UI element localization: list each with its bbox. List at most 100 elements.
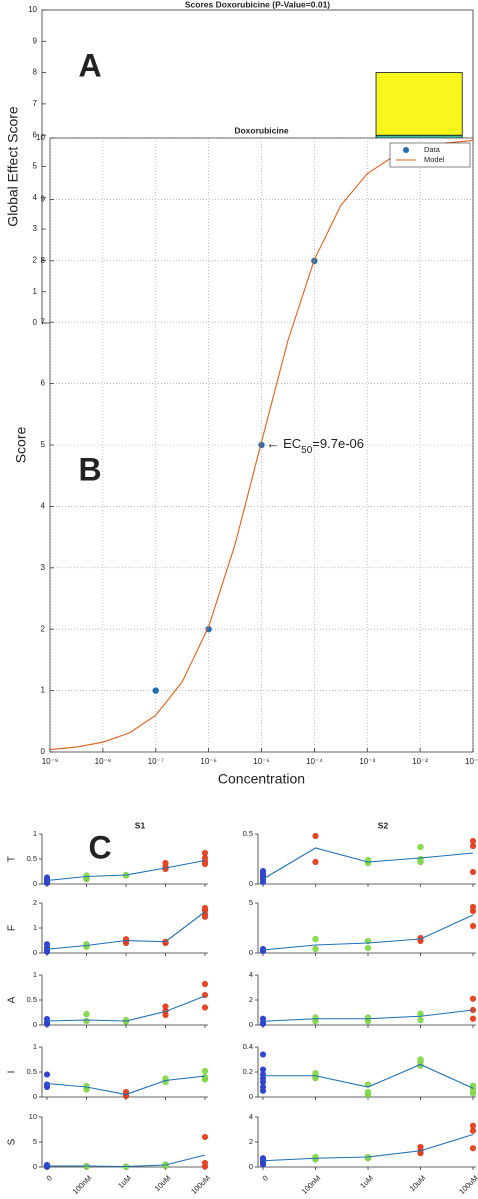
y-tick-label: 0 <box>249 1092 253 1101</box>
y-tick-label: 0 <box>33 318 38 327</box>
y-axis-label: Global Effect Score <box>5 106 21 227</box>
x-tick-label: 1uM <box>358 1173 375 1190</box>
y-tick-label: 0.5 <box>27 854 37 863</box>
y-tick-label: 4 <box>33 193 38 202</box>
y-tick-label: 2 <box>249 995 253 1004</box>
y-tick-label: 0 <box>249 879 253 888</box>
y-axis-label: T <box>7 856 18 862</box>
column-title: S2 <box>378 820 389 830</box>
y-tick-label: 5 <box>33 1137 37 1146</box>
mean-line <box>47 1154 206 1168</box>
data-point <box>469 1122 477 1129</box>
data-point <box>469 903 477 911</box>
y-axis-label: Score <box>13 427 29 464</box>
y-tick-label: 0.5 <box>27 1067 37 1076</box>
y-tick-label: 0 <box>33 879 37 888</box>
x-tick-label: 10⁻⁸ <box>95 757 112 766</box>
x-tick-label: 10uM <box>408 1173 428 1193</box>
mean-line <box>262 914 474 951</box>
y-tick-label: 0.2 <box>243 1067 253 1076</box>
mean-line <box>46 995 206 1022</box>
x-tick-label: 100uM <box>189 1173 212 1196</box>
y-tick-label: 10 <box>36 133 45 142</box>
data-point <box>417 1056 424 1063</box>
data-point <box>469 995 477 1002</box>
x-tick-label: 10⁻⁵ <box>253 757 269 766</box>
mean-line <box>46 859 206 882</box>
y-tick-label: 0.5 <box>27 995 37 1004</box>
data-point <box>259 867 267 875</box>
y-tick-label: 7 <box>41 317 46 326</box>
x-tick-label: 10⁻³ <box>359 757 375 766</box>
data-point <box>43 874 51 881</box>
panel-label: A <box>78 47 101 83</box>
x-axis-label: Concentration <box>218 771 305 787</box>
data-point <box>83 941 90 948</box>
y-axis-label: F <box>7 925 18 931</box>
y-tick-label: 1 <box>33 829 37 838</box>
y-tick-label: 2 <box>249 1137 253 1146</box>
data-point <box>201 1004 209 1011</box>
y-tick-label: 3 <box>33 224 38 233</box>
data-point <box>312 945 319 953</box>
y-axis-label: I <box>7 1071 18 1074</box>
bar-segment <box>375 72 463 136</box>
data-point <box>201 1133 209 1141</box>
data-point <box>43 941 51 948</box>
x-tick-label: 10⁻¹ <box>465 757 478 766</box>
data-point <box>469 868 477 876</box>
y-tick-label: 1 <box>33 1042 37 1051</box>
data-point <box>417 1143 424 1151</box>
data-point <box>312 1014 319 1021</box>
annotation-text: ← EC <box>267 436 302 451</box>
chart-title: Scores Doxorubicine (P-Value=0.01) <box>185 0 330 9</box>
y-tick-label: 10 <box>28 5 37 14</box>
y-tick-label: 6 <box>33 130 38 139</box>
annotation: ← EC50=9.7e-06 <box>267 436 364 455</box>
mean-line <box>262 1009 474 1022</box>
data-point <box>152 687 159 694</box>
data-point <box>83 872 90 879</box>
x-tick-label: 0 <box>45 1173 54 1182</box>
x-tick-label: 10⁻⁶ <box>200 757 216 766</box>
data-point <box>201 1067 209 1075</box>
data-point <box>43 1161 51 1169</box>
data-point <box>259 1066 267 1073</box>
y-tick-label: 0 <box>249 1020 253 1029</box>
y-tick-label: 9 <box>33 36 38 45</box>
legend-label: Data <box>424 145 441 154</box>
y-tick-label: 4 <box>41 502 46 511</box>
data-point <box>469 1145 477 1152</box>
data-point <box>259 945 267 953</box>
y-tick-label: 5 <box>41 440 46 449</box>
data-point <box>417 855 424 863</box>
y-tick-label: 0.5 <box>243 829 253 838</box>
panel-label: C <box>88 829 111 865</box>
y-tick-label: 3 <box>41 563 46 572</box>
data-point <box>201 980 209 988</box>
x-tick-label: 100nM <box>300 1173 323 1196</box>
data-point <box>122 936 130 943</box>
data-point <box>201 904 209 912</box>
mean-line <box>46 1075 206 1096</box>
legend-label: Model <box>424 155 445 164</box>
data-point <box>364 1014 372 1021</box>
y-tick-label: 1 <box>41 686 46 695</box>
y-tick-label: 8 <box>33 68 38 77</box>
y-tick-label: 0 <box>249 948 253 957</box>
y-tick-label: 0 <box>33 1020 37 1029</box>
y-tick-label: 9 <box>41 195 46 204</box>
y-axis-label: A <box>7 996 18 1003</box>
y-tick-label: 4 <box>249 1112 253 1121</box>
y-axis-label: S <box>7 1138 18 1145</box>
data-point <box>83 1017 90 1025</box>
mean-line <box>262 1133 474 1162</box>
data-point <box>417 1016 424 1024</box>
x-tick-label: 100nM <box>71 1173 94 1196</box>
data-point <box>201 1073 209 1081</box>
x-tick-label: 10⁻⁹ <box>42 757 59 766</box>
data-point <box>312 858 319 866</box>
data-point <box>83 1010 90 1018</box>
